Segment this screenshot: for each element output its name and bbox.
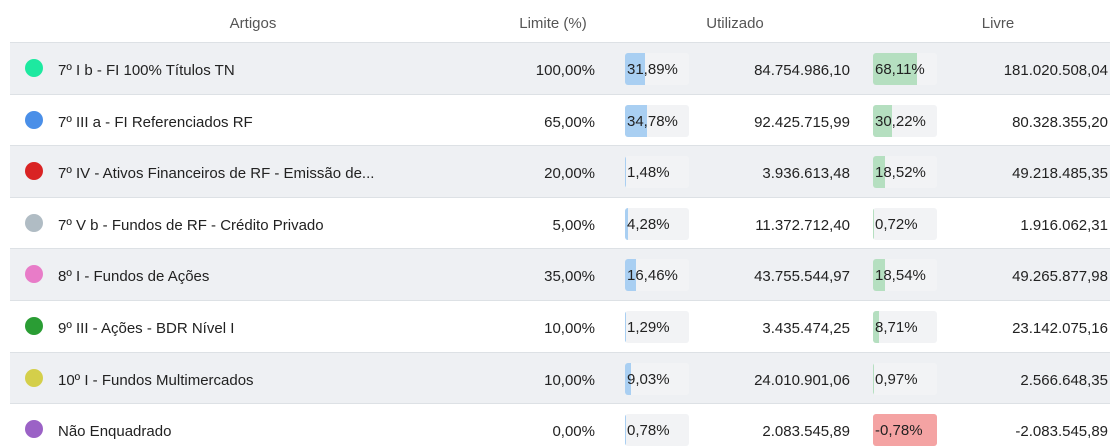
utilizado-bar-text: 4,28%: [627, 215, 670, 233]
utilizado-value: 2.083.545,89: [762, 423, 850, 441]
livre-bar: 68,11%: [873, 53, 937, 85]
livre-bar-fill: [873, 259, 885, 292]
utilizado-bar: 1,48%: [625, 156, 689, 189]
livre-value: 49.265.877,98: [1012, 268, 1108, 286]
livre-bar-text: 0,72%: [875, 215, 918, 233]
table-row: 10º I - Fundos Multimercados 10,00% 9,03% 2…: [10, 351, 1110, 404]
livre-value: 2.566.648,35: [1020, 371, 1108, 389]
color-dot: [25, 59, 43, 77]
utilizado-bar-fill: [625, 311, 626, 343]
utilizado-bar-text: 1,29%: [627, 319, 670, 336]
color-dot: [25, 317, 43, 335]
utilizado-bar-fill: [625, 362, 631, 395]
utilizado-bar: 9,03%: [625, 362, 689, 395]
color-dot: [25, 265, 43, 284]
livre-bar: -0,78%: [873, 414, 937, 447]
livre-bar-text: -0,78%: [875, 422, 923, 440]
livre-value: 23.142.075,16: [1012, 320, 1108, 337]
livre-bar: 18,52%: [873, 156, 937, 189]
livre-bar-fill: [873, 362, 874, 395]
livre-bar-text: 68,11%: [875, 61, 925, 78]
utilizado-bar: 1,29%: [625, 311, 689, 343]
color-dot: [25, 368, 43, 387]
limite: 0,00%: [552, 423, 595, 441]
livre-bar: 0,72%: [873, 207, 937, 240]
livre-bar-fill: [873, 311, 879, 343]
table-row: 7º III a - FI Referenciados RF 65,00% 34,7…: [10, 93, 1110, 146]
livre-bar-fill: [873, 104, 893, 137]
utilizado-bar-fill: [625, 53, 646, 85]
livre-value: 49.218.485,35: [1012, 165, 1108, 183]
livre-bar-text: 18,54%: [875, 267, 926, 285]
limite: 65,00%: [544, 113, 595, 131]
limite: 35,00%: [544, 268, 595, 286]
livre-bar-fill: [873, 53, 917, 85]
livre-bar-text: 0,97%: [875, 370, 918, 388]
limite: 20,00%: [544, 165, 595, 183]
livre-bar: 8,71%: [873, 311, 937, 343]
utilizado-bar-fill: [625, 104, 648, 137]
artigo: 7º IV - Ativos Financeiros de RF - Emiss…: [58, 165, 375, 183]
utilizado-bar: 16,46%: [625, 259, 689, 292]
color-dot: [25, 162, 43, 181]
livre-bar-fill: [873, 156, 885, 189]
table-row: 9º III - Ações - BDR Nível I 10,00% 1,29% 3…: [10, 300, 1110, 352]
header-artigos: Artigos: [229, 15, 277, 32]
table-row: Não Enquadrado 0,00% 0,78% 2.083.545,89 -0,7…: [10, 403, 1110, 448]
utilizado-bar: 4,28%: [625, 207, 689, 240]
table-row: 7º V b - Fundos de RF - Crédito Privado 5…: [10, 196, 1110, 249]
artigo: 7º I b - FI 100% Títulos TN: [58, 62, 235, 79]
artigo: Não Enquadrado: [58, 423, 172, 441]
livre-value: 1.916.062,31: [1020, 216, 1108, 234]
utilizado-bar-text: 0,78%: [627, 422, 670, 440]
utilizado-bar-fill: [625, 259, 636, 292]
utilizado-bar-text: 16,46%: [627, 267, 678, 285]
limite: 100,00%: [535, 62, 595, 79]
utilizado-bar-text: 34,78%: [627, 112, 678, 130]
livre-bar: 18,54%: [873, 259, 937, 292]
table-row: 8º I - Fundos de Ações 35,00% 16,46% 43.755…: [10, 248, 1110, 301]
utilizado-bar-fill: [625, 156, 626, 189]
livre-bar-text: 18,52%: [875, 164, 926, 182]
header-limite: Limite (%): [519, 15, 587, 32]
utilizado-value: 84.754.986,10: [754, 62, 850, 79]
limite: 5,00%: [552, 216, 595, 234]
livre-bar: 30,22%: [873, 104, 937, 137]
livre-value: 181.020.508,04: [1003, 62, 1108, 79]
utilizado-bar: 31,89%: [625, 53, 689, 85]
utilizado-value: 92.425.715,99: [754, 113, 850, 131]
artigo: 10º I - Fundos Multimercados: [58, 371, 254, 389]
utilizado-bar-text: 1,48%: [627, 164, 670, 182]
utilizado-bar-text: 9,03%: [627, 370, 670, 388]
color-dot: [25, 213, 43, 232]
limite: 10,00%: [544, 320, 595, 337]
artigo: 8º I - Fundos de Ações: [58, 268, 210, 286]
livre-bar-text: 30,22%: [875, 112, 926, 130]
utilizado-value: 11.372.712,40: [755, 216, 850, 234]
color-dot: [25, 420, 43, 439]
livre-value: -2.083.545,89: [1015, 423, 1108, 441]
utilizado-bar: 0,78%: [625, 414, 689, 447]
limite: 10,00%: [544, 371, 595, 389]
color-dot: [25, 110, 43, 129]
livre-value: 80.328.355,20: [1012, 113, 1108, 131]
artigo: 7º V b - Fundos de RF - Crédito Privado: [58, 216, 324, 234]
utilizado-bar-text: 31,89%: [627, 61, 678, 78]
utilizado-value: 43.755.544,97: [754, 268, 850, 286]
utilizado-value: 24.010.901,06: [754, 371, 850, 389]
header-utilizado: Utilizado: [706, 15, 764, 32]
utilizado-value: 3.936.613,48: [762, 165, 850, 183]
table-row: 7º I b - FI 100% Títulos TN 100,00% 31,89%…: [10, 42, 1110, 94]
utilizado-bar: 34,78%: [625, 104, 689, 137]
utilizado-bar-fill: [625, 207, 628, 240]
artigo: 9º III - Ações - BDR Nível I: [58, 320, 235, 337]
livre-bar-fill: [873, 414, 937, 447]
livre-bar: 0,97%: [873, 362, 937, 395]
livre-bar-text: 8,71%: [875, 319, 918, 336]
table-row: 7º IV - Ativos Financeiros de RF - Emiss…: [10, 145, 1110, 198]
artigo: 7º III a - FI Referenciados RF: [58, 113, 253, 131]
header-livre: Livre: [981, 15, 1015, 32]
utilizado-value: 3.435.474,25: [762, 320, 850, 337]
